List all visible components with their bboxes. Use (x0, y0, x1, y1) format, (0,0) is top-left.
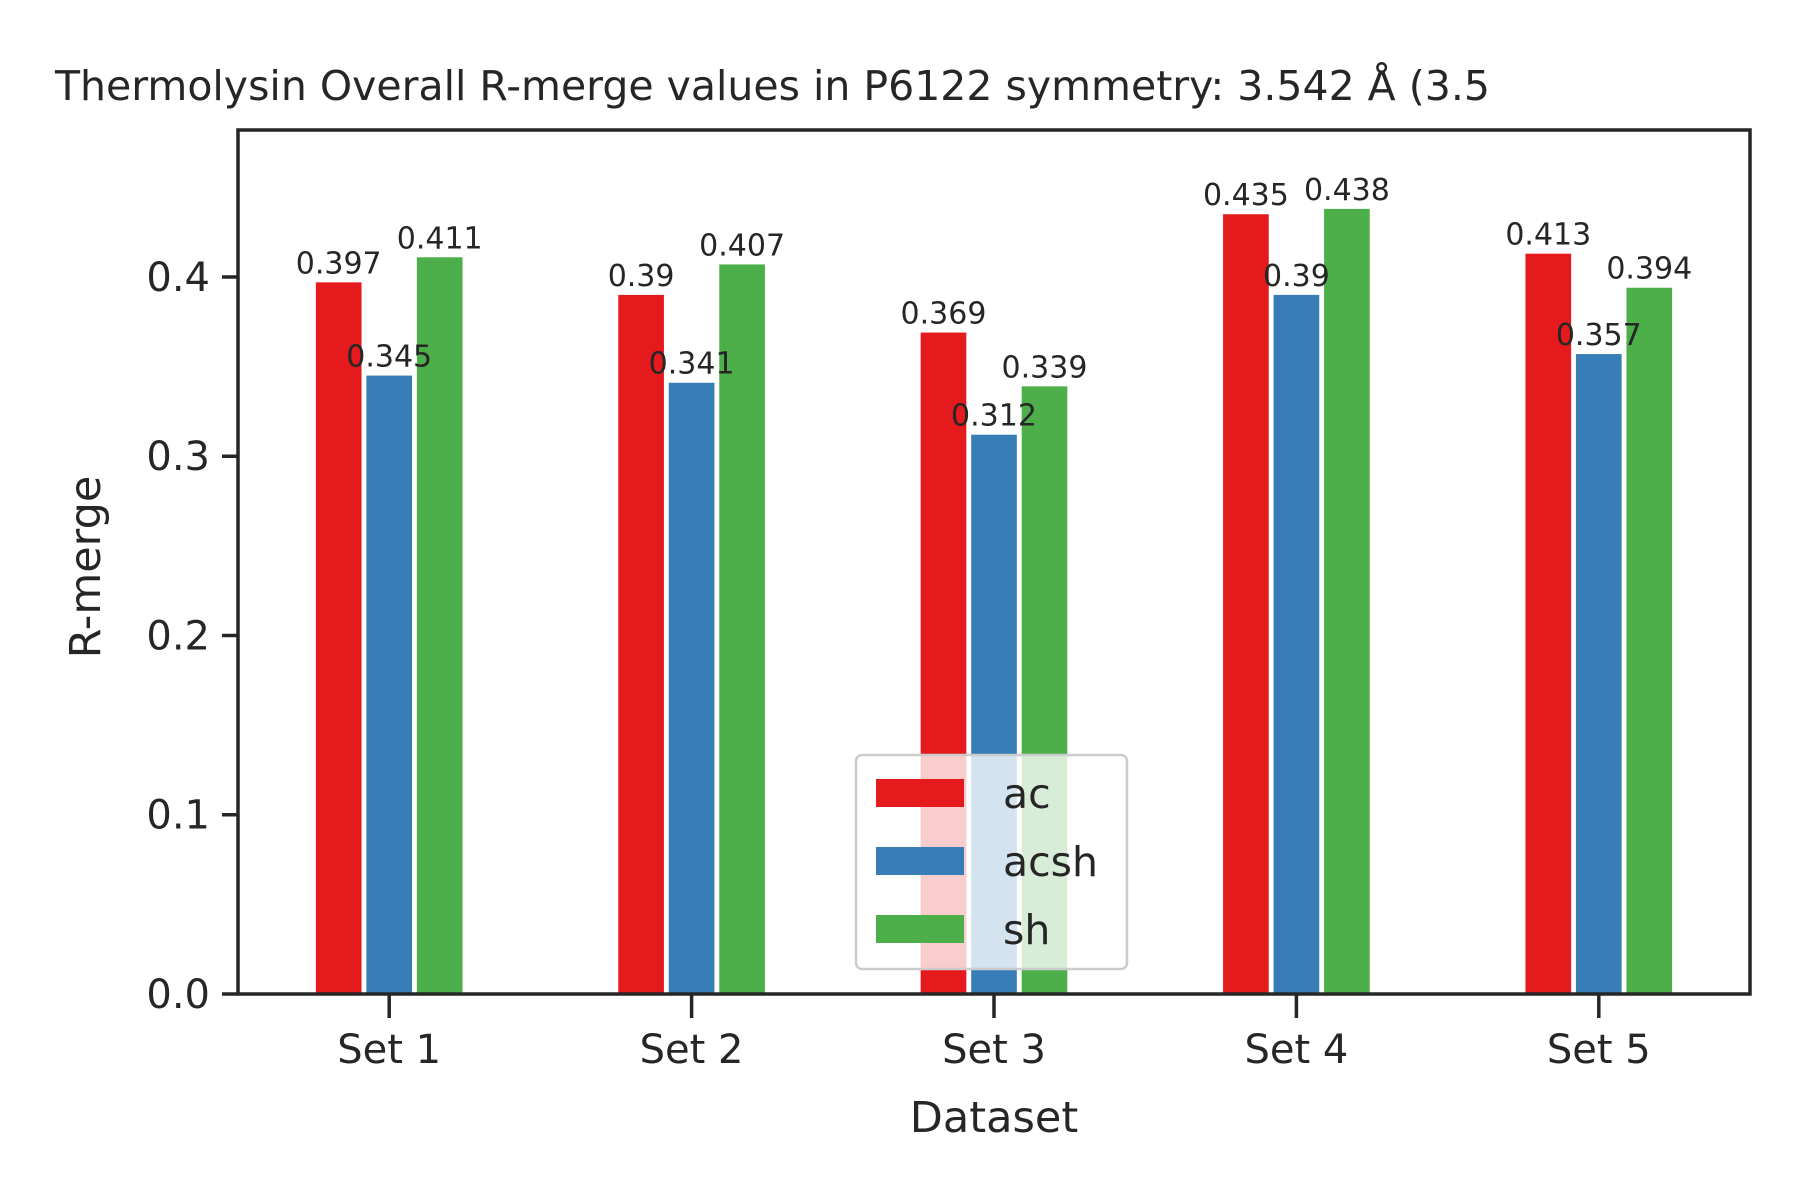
bar-sh-set-1 (416, 257, 463, 994)
y-axis-title: R-merge (61, 476, 111, 659)
data-label-sh-set-4: 0.438 (1304, 173, 1390, 208)
x-tick-label: Set 2 (640, 1027, 744, 1073)
bar-ac-set-5 (1525, 253, 1572, 995)
bar-sh-set-5 (1626, 287, 1673, 994)
bar-sh-set-4 (1324, 208, 1370, 995)
data-label-ac-set-2: 0.39 (608, 259, 675, 294)
data-label-ac-set-3: 0.369 (901, 297, 987, 332)
bar-acsh-set-1 (366, 375, 413, 994)
legend-label-acsh: acsh (1003, 838, 1098, 886)
bar-acsh-set-4 (1273, 294, 1320, 995)
data-labels-layer: 0.397 0.345 0.411 0.39 0.341 0.407 0.369 0.312 0… (296, 173, 1692, 434)
legend-label-ac: ac (1003, 770, 1051, 818)
chart-title: Thermolysin Overall R-merge values in P6… (54, 62, 1490, 110)
plot-frame (236, 128, 1752, 996)
data-label-sh-set-2: 0.407 (699, 228, 785, 263)
bar-acsh-set-2 (668, 382, 715, 994)
x-axis: Set 1 Set 2 Set 3 Set 4 Set 5 (337, 994, 1651, 1073)
y-tick-label: 0.0 (146, 972, 210, 1018)
legend: ac acsh sh (854, 753, 1129, 971)
bar-ac-set-1 (315, 282, 362, 995)
bar-acsh-set-5 (1575, 354, 1622, 994)
x-tick-label: Set 1 (337, 1027, 441, 1073)
y-tick-label: 0.3 (146, 434, 210, 480)
x-tick-label: Set 3 (942, 1027, 1046, 1073)
x-tick-label: Set 5 (1547, 1027, 1651, 1073)
data-label-ac-set-4: 0.435 (1203, 178, 1289, 213)
bar-sh-set-2 (719, 264, 765, 994)
data-label-acsh-set-2: 0.341 (649, 347, 735, 382)
y-axis: 0.0 0.1 0.2 0.3 0.4 (146, 255, 238, 1018)
data-label-sh-set-3: 0.339 (1002, 350, 1088, 385)
x-tick-label: Set 4 (1244, 1027, 1348, 1073)
data-label-acsh-set-4: 0.39 (1263, 259, 1330, 294)
data-label-sh-set-5: 0.394 (1606, 252, 1692, 287)
y-tick-label: 0.1 (146, 793, 210, 839)
y-tick-label: 0.4 (146, 255, 210, 301)
bar-ac-set-2 (618, 294, 664, 995)
data-label-ac-set-5: 0.413 (1505, 218, 1591, 253)
data-label-ac-set-1: 0.397 (296, 246, 382, 281)
data-label-sh-set-1: 0.411 (397, 221, 483, 256)
data-label-acsh-set-1: 0.345 (346, 340, 432, 375)
legend-label-sh: sh (1003, 906, 1050, 954)
y-tick-label: 0.2 (146, 613, 210, 659)
bar-ac-set-4 (1223, 214, 1269, 994)
x-axis-title: Dataset (910, 1093, 1078, 1143)
legend-swatch-acsh (876, 847, 964, 875)
legend-swatch-sh (876, 915, 964, 943)
data-label-acsh-set-5: 0.357 (1556, 318, 1642, 353)
data-label-acsh-set-3: 0.312 (951, 399, 1037, 434)
legend-swatch-ac (876, 779, 964, 807)
